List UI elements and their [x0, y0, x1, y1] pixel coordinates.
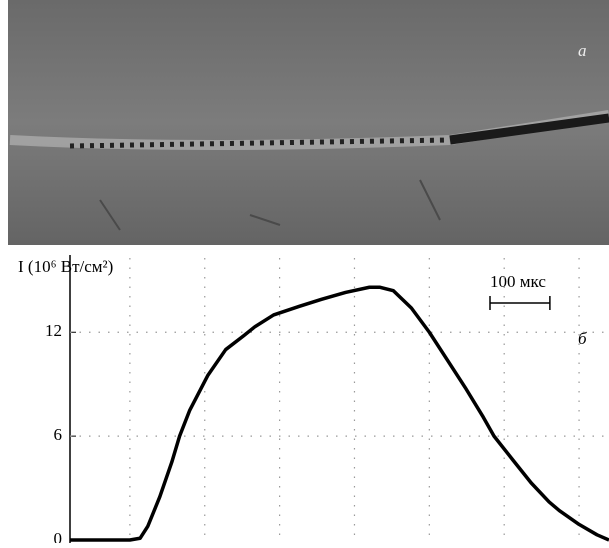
y-tick-label: 12: [45, 321, 62, 340]
line: [70, 285, 609, 542]
photo: [8, 0, 609, 245]
y-tick-label: 0: [54, 529, 63, 543]
scale-bar-label: 100 мкс: [490, 272, 546, 291]
y-axis-label: I (10⁶ Вт/см²): [18, 257, 113, 276]
y-tick-label: 6: [54, 425, 63, 444]
panel-label: б: [578, 329, 587, 348]
panel-label: а: [578, 41, 587, 60]
